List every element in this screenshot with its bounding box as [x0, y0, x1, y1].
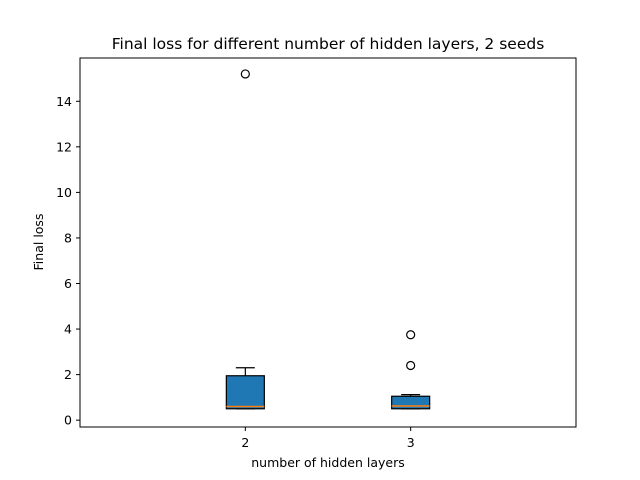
box-iqr	[225, 375, 265, 410]
plot-frame	[79, 57, 577, 428]
y-tick-label: 8	[64, 230, 72, 245]
plot-area: 0 2 4 6 8 10 12 14 2 3	[56, 69, 431, 450]
outlier-point	[240, 69, 250, 79]
y-tick-label: 2	[64, 367, 72, 382]
y-axis-label: Final loss	[31, 214, 46, 271]
y-tick-label: 10	[56, 185, 72, 200]
outlier-point	[406, 330, 416, 340]
x-tick-label: 2	[241, 435, 249, 450]
chart-title: Final loss for different number of hidde…	[112, 35, 545, 53]
outlier-point	[406, 360, 416, 371]
box-iqr	[391, 395, 431, 410]
x-axis-label: number of hidden layers	[251, 455, 405, 470]
y-tick-label: 12	[56, 139, 72, 154]
x-tick-label: 3	[407, 435, 415, 450]
y-tick-label: 4	[64, 322, 72, 337]
y-tick-label: 6	[64, 276, 72, 291]
y-tick-label: 0	[64, 413, 72, 428]
y-tick-label: 14	[56, 94, 72, 109]
